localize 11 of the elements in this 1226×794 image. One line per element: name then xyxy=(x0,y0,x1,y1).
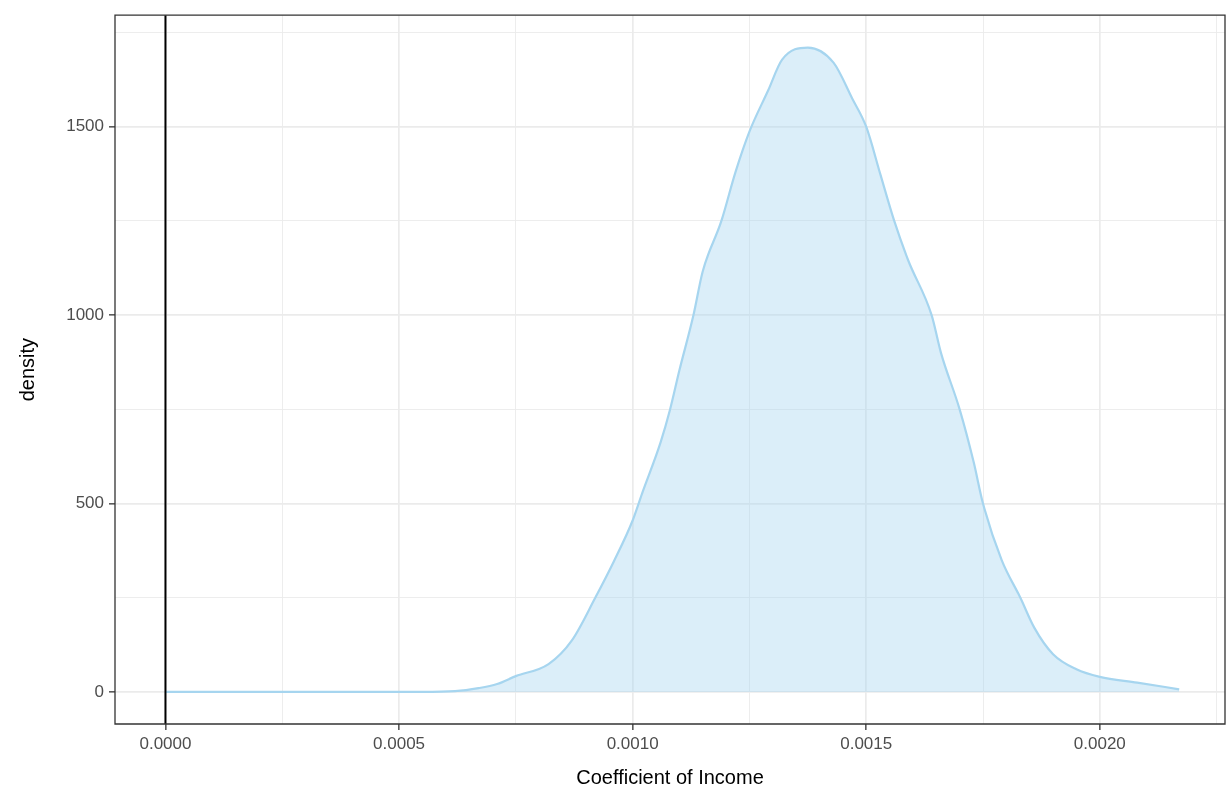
x-tick-label: 0.0015 xyxy=(840,733,893,753)
y-tick-label: 1500 xyxy=(66,116,104,136)
x-axis-title: Coefficient of Income xyxy=(576,765,764,788)
x-tick-label: 0.0000 xyxy=(139,733,192,753)
y-tick-label: 500 xyxy=(75,493,104,513)
x-tick-label: 0.0020 xyxy=(1073,733,1126,753)
y-tick-label: 1000 xyxy=(66,304,104,324)
x-tick-label: 0.0010 xyxy=(606,733,659,753)
y-tick-label: 0 xyxy=(94,681,104,701)
y-axis-title: density xyxy=(15,337,38,402)
x-tick-label: 0.0005 xyxy=(373,733,426,753)
